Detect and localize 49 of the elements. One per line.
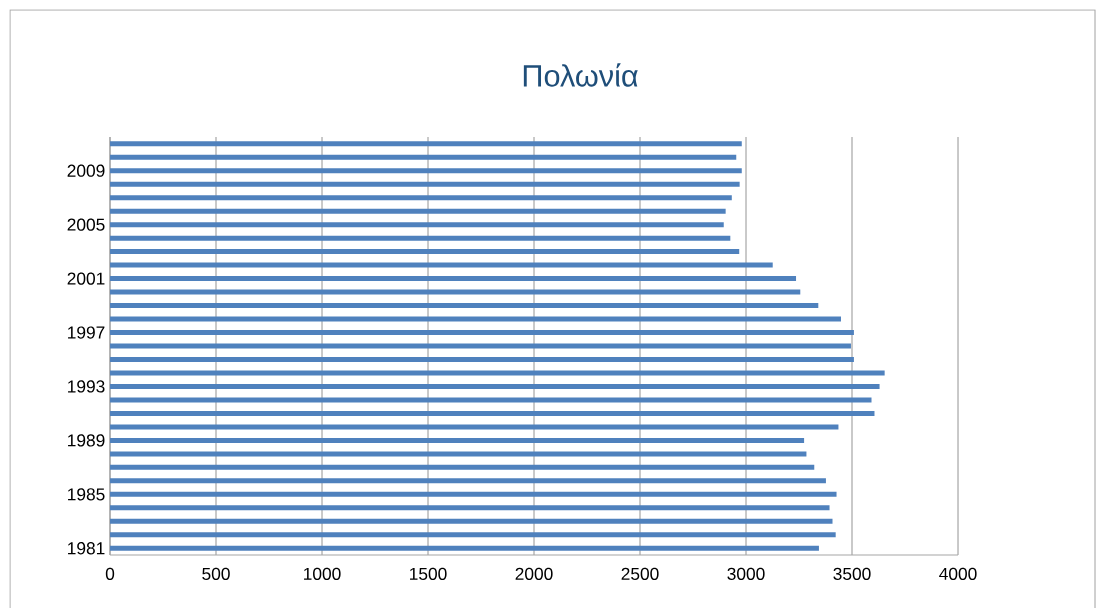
x-tick-label: 4000 (939, 567, 977, 580)
bar (110, 437, 805, 443)
x-tick-label: 0 (105, 567, 115, 580)
bar (110, 222, 724, 228)
x-tick-label: 2000 (515, 567, 553, 580)
bar (110, 424, 839, 430)
x-tick-label: 500 (202, 567, 230, 580)
bar (110, 289, 801, 295)
y-tick-label: 2001 (67, 272, 105, 285)
x-tick-label: 3500 (833, 567, 871, 580)
bar (110, 249, 740, 255)
bar (110, 141, 742, 147)
bar (110, 195, 732, 201)
bar (110, 276, 797, 282)
bar (110, 208, 726, 214)
bar (110, 168, 742, 174)
bar (110, 235, 731, 241)
bar (110, 491, 837, 497)
bar (110, 154, 737, 160)
bar (110, 330, 854, 336)
y-tick-label: 1993 (68, 380, 105, 393)
bar (110, 518, 833, 524)
chart-title: Πολωνία (523, 63, 638, 87)
bar (110, 464, 815, 470)
bar (110, 451, 807, 457)
bar (110, 356, 854, 362)
bar (110, 343, 851, 349)
x-tick-label: 3000 (727, 567, 765, 580)
bar (110, 478, 826, 484)
bar (110, 262, 773, 268)
bar (110, 181, 740, 187)
x-tick-label: 1500 (410, 567, 447, 580)
y-tick-label: 1997 (68, 326, 105, 339)
bar (110, 316, 841, 322)
bar (110, 303, 819, 309)
bar (110, 410, 875, 416)
y-tick-label: 1985 (68, 488, 105, 501)
y-tick-label: 2005 (67, 218, 105, 231)
bar (110, 505, 830, 511)
x-tick-label: 1000 (304, 567, 341, 580)
bar (110, 545, 819, 551)
bar (110, 532, 836, 538)
bar (110, 370, 885, 376)
y-tick-label: 1981 (68, 542, 105, 555)
bar (110, 383, 880, 389)
y-tick-label: 1989 (68, 434, 105, 447)
bar (110, 397, 872, 403)
y-tick-label: 2009 (67, 164, 105, 177)
x-tick-label: 2500 (621, 567, 659, 580)
